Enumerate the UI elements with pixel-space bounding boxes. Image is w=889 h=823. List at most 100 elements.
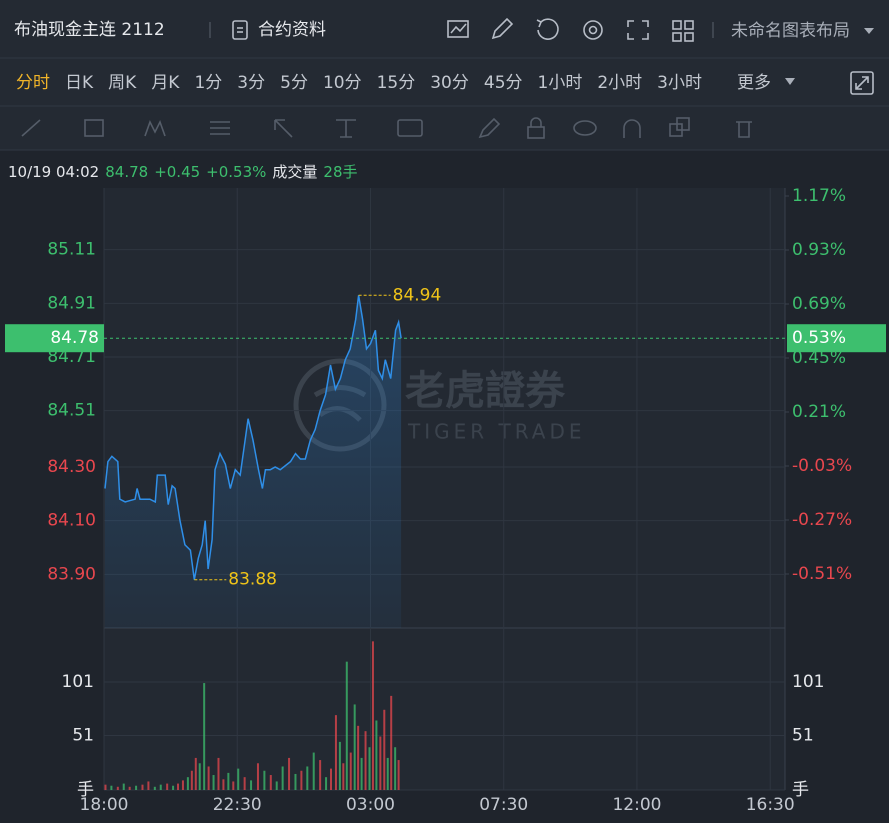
timeframe-tab[interactable]: 45分 xyxy=(484,73,523,93)
volume-tick-label: 101 xyxy=(62,672,94,692)
x-tick-label: 07:30 xyxy=(479,795,528,815)
tool-icon xyxy=(527,126,545,139)
icon xyxy=(684,20,694,30)
volume-tick-label: 手 xyxy=(792,780,809,800)
info-price: 84.78 xyxy=(105,163,148,181)
icon xyxy=(684,32,694,42)
annotation-label: 83.88 xyxy=(228,570,277,590)
layout-menu[interactable]: 未命名图表布局 xyxy=(731,21,874,41)
timeframe-tab[interactable]: 分时 xyxy=(16,73,50,93)
volume-tick-label: 51 xyxy=(72,725,94,745)
y2-tick-label: 0.45% xyxy=(792,348,846,368)
current-pct-label: 0.53% xyxy=(792,328,846,348)
volume-bar xyxy=(190,770,193,790)
volume-tick-label: 手 xyxy=(77,780,94,800)
fullscreen-button[interactable] xyxy=(850,71,874,95)
y2-tick-label: 0.21% xyxy=(792,402,846,422)
price-line xyxy=(104,295,402,580)
volume-bar xyxy=(172,785,175,790)
timeframe-tab[interactable]: 日K xyxy=(65,73,94,93)
volume-bar xyxy=(330,768,332,790)
volume-bar xyxy=(368,747,371,790)
volume-bar xyxy=(212,775,215,790)
volume-bar xyxy=(306,766,309,790)
volume-bar xyxy=(159,784,162,790)
timeframe-tab[interactable]: 3小时 xyxy=(657,73,702,93)
volume-bar xyxy=(379,736,382,790)
timeframe-tab[interactable]: 5分 xyxy=(280,73,308,93)
volume-bar xyxy=(319,760,322,790)
volume-bar xyxy=(357,725,360,790)
volume-bar xyxy=(116,786,119,790)
volume-bar xyxy=(198,763,201,790)
icon xyxy=(850,71,874,95)
volume-bar xyxy=(390,695,393,790)
timeframe-tabs: 分时 日K 周K 月K 1分 3分 5分 10分 15分 30分 45分 1小时 2小时 3小时 更多 xyxy=(16,73,771,93)
y-tick-label: 85.11 xyxy=(47,240,96,260)
info-change: +0.45 xyxy=(154,163,200,181)
doc-icon xyxy=(232,20,248,40)
volume-bar xyxy=(227,772,230,790)
volume-bar xyxy=(186,777,189,790)
timeframe-tab[interactable]: 月K xyxy=(151,73,180,93)
dropdown-arrow xyxy=(785,78,795,85)
current-pct-box xyxy=(787,324,886,353)
timeframe-tab[interactable]: 1小时 xyxy=(538,73,583,93)
timeframe-tab[interactable]: 15分 xyxy=(377,73,416,93)
more-menu[interactable]: 更多 xyxy=(737,73,771,93)
volume-bar xyxy=(312,752,315,790)
x-tick-label: 16:30 xyxy=(746,795,795,815)
icon xyxy=(536,19,543,28)
volume-bar xyxy=(300,770,303,790)
header-icons[interactable] xyxy=(447,17,694,42)
y2-tick-label: 1.17% xyxy=(792,186,846,206)
x-tick-label: 12:00 xyxy=(612,795,661,815)
contract-info-button[interactable]: 合约资料 xyxy=(232,20,326,40)
drawing-tools[interactable] xyxy=(21,117,752,139)
volume-tick-label: 101 xyxy=(792,672,824,692)
volume-bar xyxy=(394,747,397,790)
timeframe-tab[interactable]: 周K xyxy=(108,73,137,93)
timeframe-tab[interactable]: 2小时 xyxy=(597,73,642,93)
icon xyxy=(588,25,598,35)
volume-bar xyxy=(122,783,125,790)
tool-icon xyxy=(144,119,166,137)
volume-tick-label: 51 xyxy=(792,725,814,745)
volume-bar xyxy=(207,766,210,790)
volume-bar xyxy=(237,768,240,790)
info-change-pct: +0.53% xyxy=(206,163,266,181)
timeframe-tab[interactable]: 3分 xyxy=(237,73,265,93)
volume-bar xyxy=(375,720,378,790)
tool-icon xyxy=(21,119,41,137)
timeframe-tab[interactable]: 1分 xyxy=(194,73,222,93)
volume-bar xyxy=(181,780,184,790)
icon xyxy=(537,18,559,40)
x-tick-label: 03:00 xyxy=(346,795,395,815)
y-tick-label: 84.10 xyxy=(47,511,96,531)
icon xyxy=(672,20,682,30)
tool-icon xyxy=(84,119,104,137)
volume-bar xyxy=(342,763,345,790)
volume-bar xyxy=(334,715,337,790)
info-time: 10/19 04:02 xyxy=(8,163,99,181)
y-tick-label: 84.91 xyxy=(47,293,96,313)
volume-bar xyxy=(275,781,278,790)
volume-bar xyxy=(281,766,284,790)
volume-bar xyxy=(166,783,169,790)
dropdown-arrow xyxy=(864,28,874,34)
icon xyxy=(627,20,649,40)
volume-bar xyxy=(364,731,367,790)
timeframe-tab[interactable]: 30分 xyxy=(430,73,469,93)
tool-icon xyxy=(530,117,542,127)
y-tick-label: 83.90 xyxy=(47,564,96,584)
price-area xyxy=(104,295,402,628)
timeframe-tab[interactable]: 10分 xyxy=(323,73,362,93)
volume-bar xyxy=(386,757,389,790)
y-tick-label: 84.30 xyxy=(47,457,96,477)
volume-bar xyxy=(397,760,400,790)
icon xyxy=(491,17,514,40)
annotation-label: 84.94 xyxy=(393,285,442,305)
tool-icon xyxy=(736,121,752,138)
y2-tick-label: 0.93% xyxy=(792,240,846,260)
